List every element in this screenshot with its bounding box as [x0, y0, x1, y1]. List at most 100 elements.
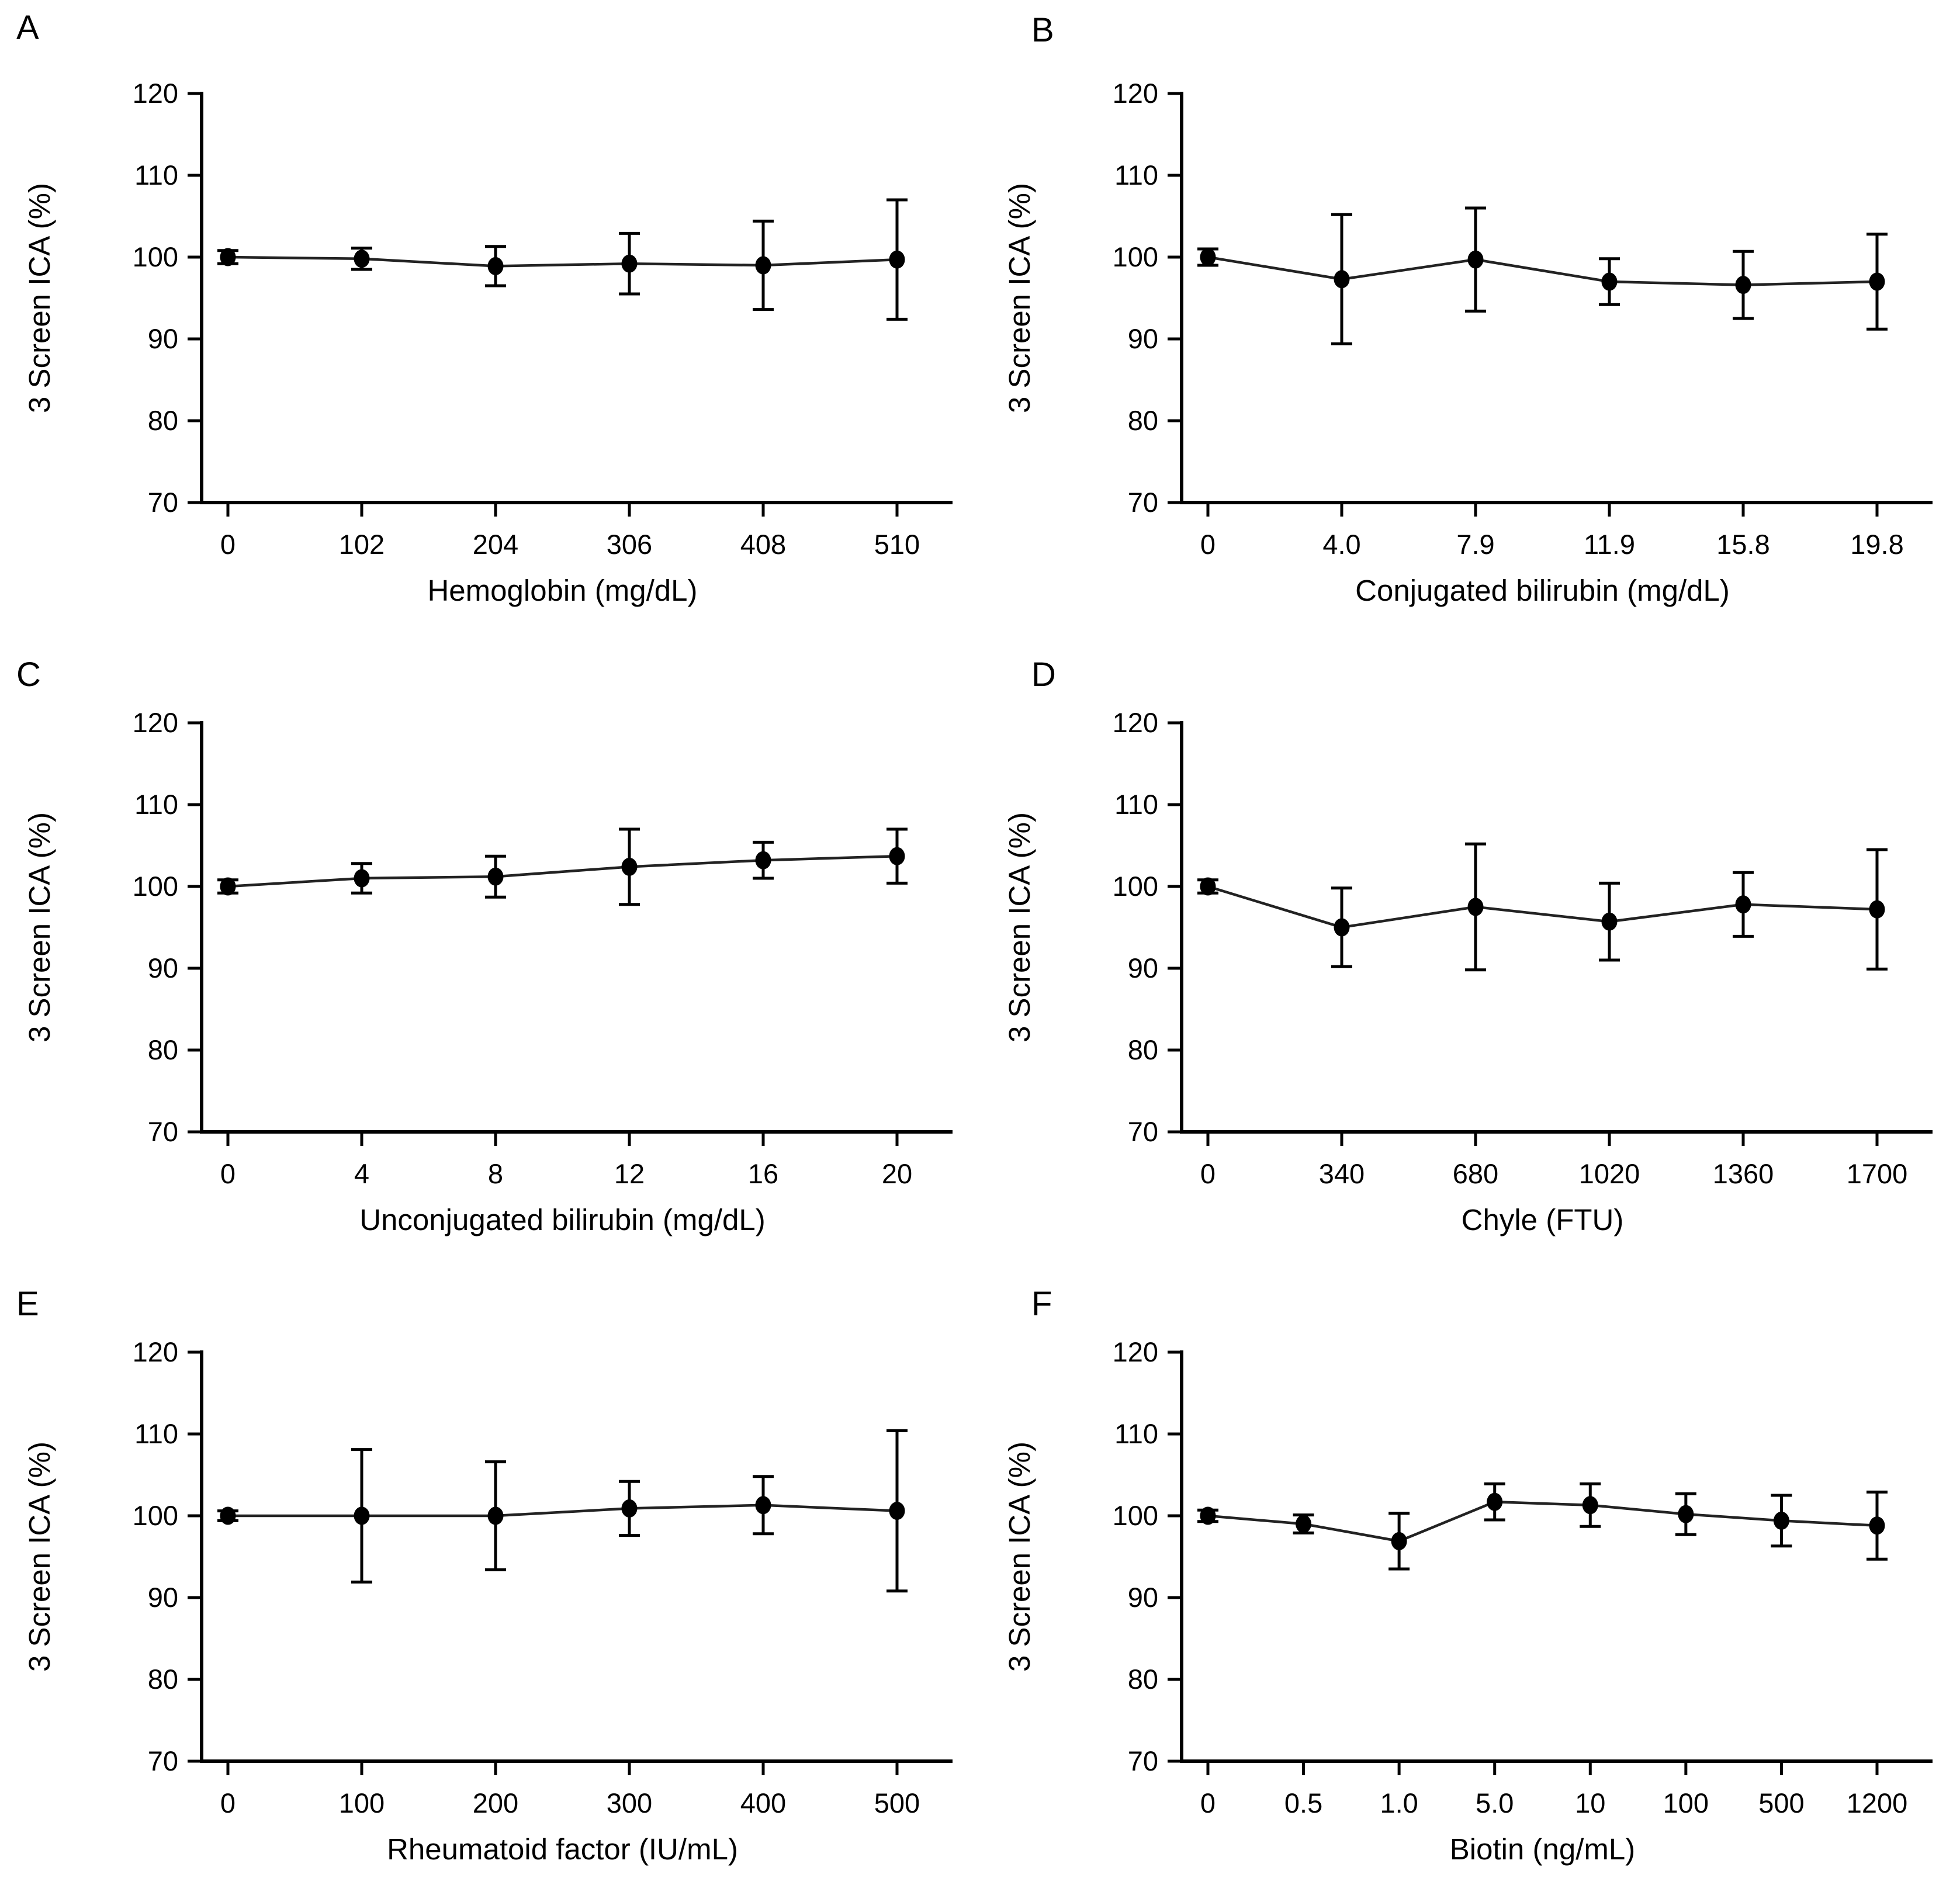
y-tick-label: 110 — [1114, 1418, 1158, 1449]
data-point — [1334, 270, 1350, 289]
panel-e: E 70 80 90 100 110 120 0 100 200 300 400 500 Rheumat… — [0, 1259, 980, 1888]
y-tick-label: 80 — [148, 1034, 178, 1065]
x-tick-label: 500 — [874, 1787, 920, 1818]
data-point — [889, 1502, 905, 1520]
x-tick-label: 5.0 — [1476, 1787, 1514, 1818]
y-tick-label: 90 — [148, 952, 178, 983]
series-line — [227, 854, 898, 888]
x-axis-title: Biotin (ng/mL) — [1450, 1832, 1635, 1866]
data-point — [220, 1506, 236, 1525]
y-tick-label: 100 — [1113, 1500, 1158, 1531]
x-axis-title: Chyle (FTU) — [1462, 1203, 1624, 1236]
y-axis-title: 3 Screen ICA (%) — [1003, 183, 1036, 413]
x-tick-label: 0 — [220, 1787, 236, 1818]
series-line — [227, 255, 898, 268]
series-line — [1207, 1500, 1878, 1543]
data-point — [354, 250, 370, 268]
y-tick-label: 120 — [133, 1336, 178, 1367]
y-tick-label: 70 — [148, 1745, 178, 1776]
data-point — [1467, 898, 1484, 916]
y-tick-label: 100 — [1113, 241, 1158, 272]
x-tick-label: 1200 — [1847, 1787, 1908, 1818]
chart-chyle: 70 80 90 100 110 120 0 340 680 1020 1360 1700 Chyle … — [1003, 707, 1933, 1236]
data-point — [889, 847, 905, 865]
data-point — [354, 1506, 370, 1525]
data-point — [220, 877, 236, 896]
y-tick-label: 80 — [148, 405, 178, 436]
y-tick-label: 110 — [134, 1418, 178, 1449]
x-tick-label: 408 — [740, 529, 786, 560]
x-tick-label: 7.9 — [1456, 529, 1494, 560]
data-point — [354, 869, 370, 888]
data-point — [621, 857, 638, 876]
y-tick-label: 90 — [1128, 1582, 1158, 1613]
data-point — [487, 867, 504, 886]
x-tick-label: 1020 — [1579, 1158, 1640, 1189]
data-point — [1200, 877, 1216, 896]
x-tick-label: 4.0 — [1322, 529, 1360, 560]
x-tick-label: 1360 — [1713, 1158, 1774, 1189]
data-point — [1200, 1506, 1216, 1525]
data-point — [1467, 250, 1484, 269]
y-tick-label: 120 — [1113, 707, 1158, 738]
x-tick-label: 10 — [1575, 1787, 1605, 1818]
x-tick-label: 500 — [1758, 1787, 1804, 1818]
y-axis-title: 3 Screen ICA (%) — [1003, 812, 1036, 1042]
panel-letter-d: D — [1031, 656, 1057, 694]
y-tick-label: 80 — [1128, 405, 1158, 436]
y-tick-label: 80 — [1128, 1664, 1158, 1695]
panel-letter-c: C — [16, 656, 41, 694]
x-tick-label: 204 — [473, 529, 518, 560]
panel-letter-f: F — [1031, 1285, 1053, 1323]
x-tick-label: 102 — [339, 529, 385, 560]
y-tick-label: 80 — [148, 1664, 178, 1695]
x-tick-label: 0 — [1200, 529, 1216, 560]
data-point — [1735, 276, 1751, 295]
x-tick-label: 0 — [220, 529, 236, 560]
y-tick-label: 80 — [1128, 1034, 1158, 1065]
panel-b: B 70 80 90 100 110 120 0 4.0 7.9 11.9 15.8 19.8 Conj… — [980, 0, 1960, 629]
x-tick-label: 0.5 — [1284, 1787, 1322, 1818]
data-point — [487, 257, 504, 275]
panel-d: D 70 80 90 100 110 120 0 340 680 1020 1360 1700 Chyl… — [980, 629, 1960, 1259]
x-tick-label: 510 — [874, 529, 920, 560]
chart-unconjugated-bilirubin: 70 80 90 100 110 120 0 4 8 12 16 20 Unconjugated bil… — [23, 707, 953, 1236]
y-tick-label: 90 — [148, 1582, 178, 1613]
data-point — [1735, 895, 1751, 914]
x-tick-label: 680 — [1453, 1158, 1498, 1189]
y-tick-label: 110 — [134, 789, 178, 820]
y-tick-label: 100 — [133, 1500, 178, 1531]
y-tick-label: 70 — [148, 487, 178, 518]
data-point — [487, 1506, 504, 1525]
x-axis-title: Conjugated bilirubin (mg/dL) — [1355, 574, 1730, 607]
x-tick-label: 340 — [1319, 1158, 1365, 1189]
y-tick-label: 100 — [133, 241, 178, 272]
x-tick-label: 0 — [1200, 1158, 1216, 1189]
y-tick-label: 90 — [148, 323, 178, 354]
x-tick-label: 200 — [473, 1787, 518, 1818]
y-axis-title: 3 Screen ICA (%) — [23, 1442, 56, 1672]
data-point — [1334, 918, 1350, 937]
data-point — [621, 1499, 638, 1518]
y-axis-title: 3 Screen ICA (%) — [1003, 1442, 1036, 1672]
y-tick-label: 100 — [133, 871, 178, 902]
series-line — [228, 1504, 898, 1518]
data-point — [755, 256, 771, 275]
x-tick-label: 100 — [1663, 1787, 1709, 1818]
y-axis-title: 3 Screen ICA (%) — [23, 183, 56, 413]
series-line — [1207, 255, 1878, 286]
x-tick-label: 0 — [1200, 1787, 1216, 1818]
chart-rheumatoid-factor: 70 80 90 100 110 120 0 100 200 300 400 500 Rheumatoi… — [23, 1336, 953, 1866]
y-tick-label: 110 — [1114, 789, 1158, 820]
x-axis-title: Unconjugated bilirubin (mg/dL) — [359, 1203, 766, 1236]
x-tick-label: 8 — [488, 1158, 503, 1189]
x-tick-label: 4 — [354, 1158, 369, 1189]
data-point — [1678, 1505, 1694, 1523]
y-tick-label: 100 — [1113, 871, 1158, 902]
y-tick-label: 120 — [1113, 1336, 1158, 1367]
x-tick-label: 0 — [220, 1158, 236, 1189]
panel-f: F 70 80 90 100 110 120 0 0.5 1.0 5.0 10 100 500 1200 B… — [980, 1259, 1960, 1888]
data-point — [1869, 1516, 1885, 1535]
